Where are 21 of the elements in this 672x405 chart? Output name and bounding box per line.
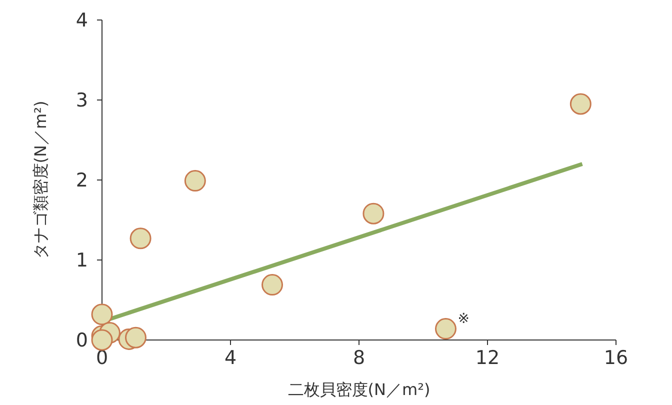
y-tick-label: 4 bbox=[76, 10, 88, 32]
point bbox=[570, 93, 592, 115]
point bbox=[362, 202, 384, 224]
y-axis-title: タナゴ類密度(N／m²) bbox=[31, 100, 50, 260]
y-tick-label: 3 bbox=[76, 90, 88, 112]
x-tick-label: 16 bbox=[604, 347, 628, 369]
point bbox=[130, 228, 152, 250]
y-tick-label: 1 bbox=[76, 250, 88, 272]
y-tick-label: 0 bbox=[76, 330, 88, 352]
point bbox=[124, 326, 146, 348]
x-tick-label: 0 bbox=[96, 347, 108, 369]
y-tick-label: 2 bbox=[76, 170, 88, 192]
point bbox=[91, 304, 113, 326]
point bbox=[434, 318, 456, 340]
x-tick-label: 8 bbox=[352, 347, 366, 369]
x-tick-label: 12 bbox=[475, 347, 500, 369]
point bbox=[262, 274, 284, 296]
annotation: ※ bbox=[458, 310, 470, 327]
x-axis-title: 二枚貝密度(N／m²) bbox=[288, 380, 430, 399]
x-tick-label: 4 bbox=[224, 347, 237, 369]
point bbox=[184, 170, 206, 192]
